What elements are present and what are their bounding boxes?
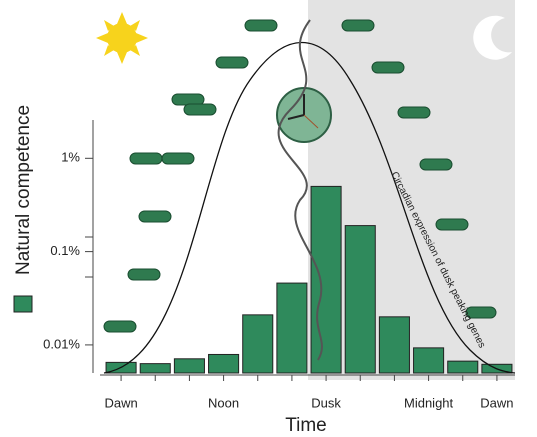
x-tick-label: Midnight — [404, 395, 454, 410]
y-tick-label: 0.1% — [50, 243, 80, 258]
chart: Natural competence Time Circadian expres… — [0, 0, 537, 437]
bar — [174, 359, 204, 373]
y-tick-label: 0.01% — [43, 336, 80, 351]
bar — [448, 361, 478, 373]
x-tick-label: Dawn — [104, 395, 137, 410]
bar — [311, 186, 341, 373]
sun-icon — [96, 12, 148, 64]
bar — [345, 226, 375, 373]
x-tick-label: Dawn — [480, 395, 513, 410]
x-axis-label: Time — [285, 415, 327, 436]
legend-swatch — [14, 296, 32, 312]
y-axis-label: Natural competence — [13, 105, 34, 275]
bar — [140, 364, 170, 373]
bar — [209, 354, 239, 373]
bar — [277, 283, 307, 373]
x-tick-label: Noon — [208, 395, 239, 410]
bar — [243, 315, 273, 373]
bar — [379, 317, 409, 373]
bar — [414, 348, 444, 373]
x-tick-label: Dusk — [311, 395, 341, 410]
y-tick-label: 1% — [61, 150, 80, 165]
